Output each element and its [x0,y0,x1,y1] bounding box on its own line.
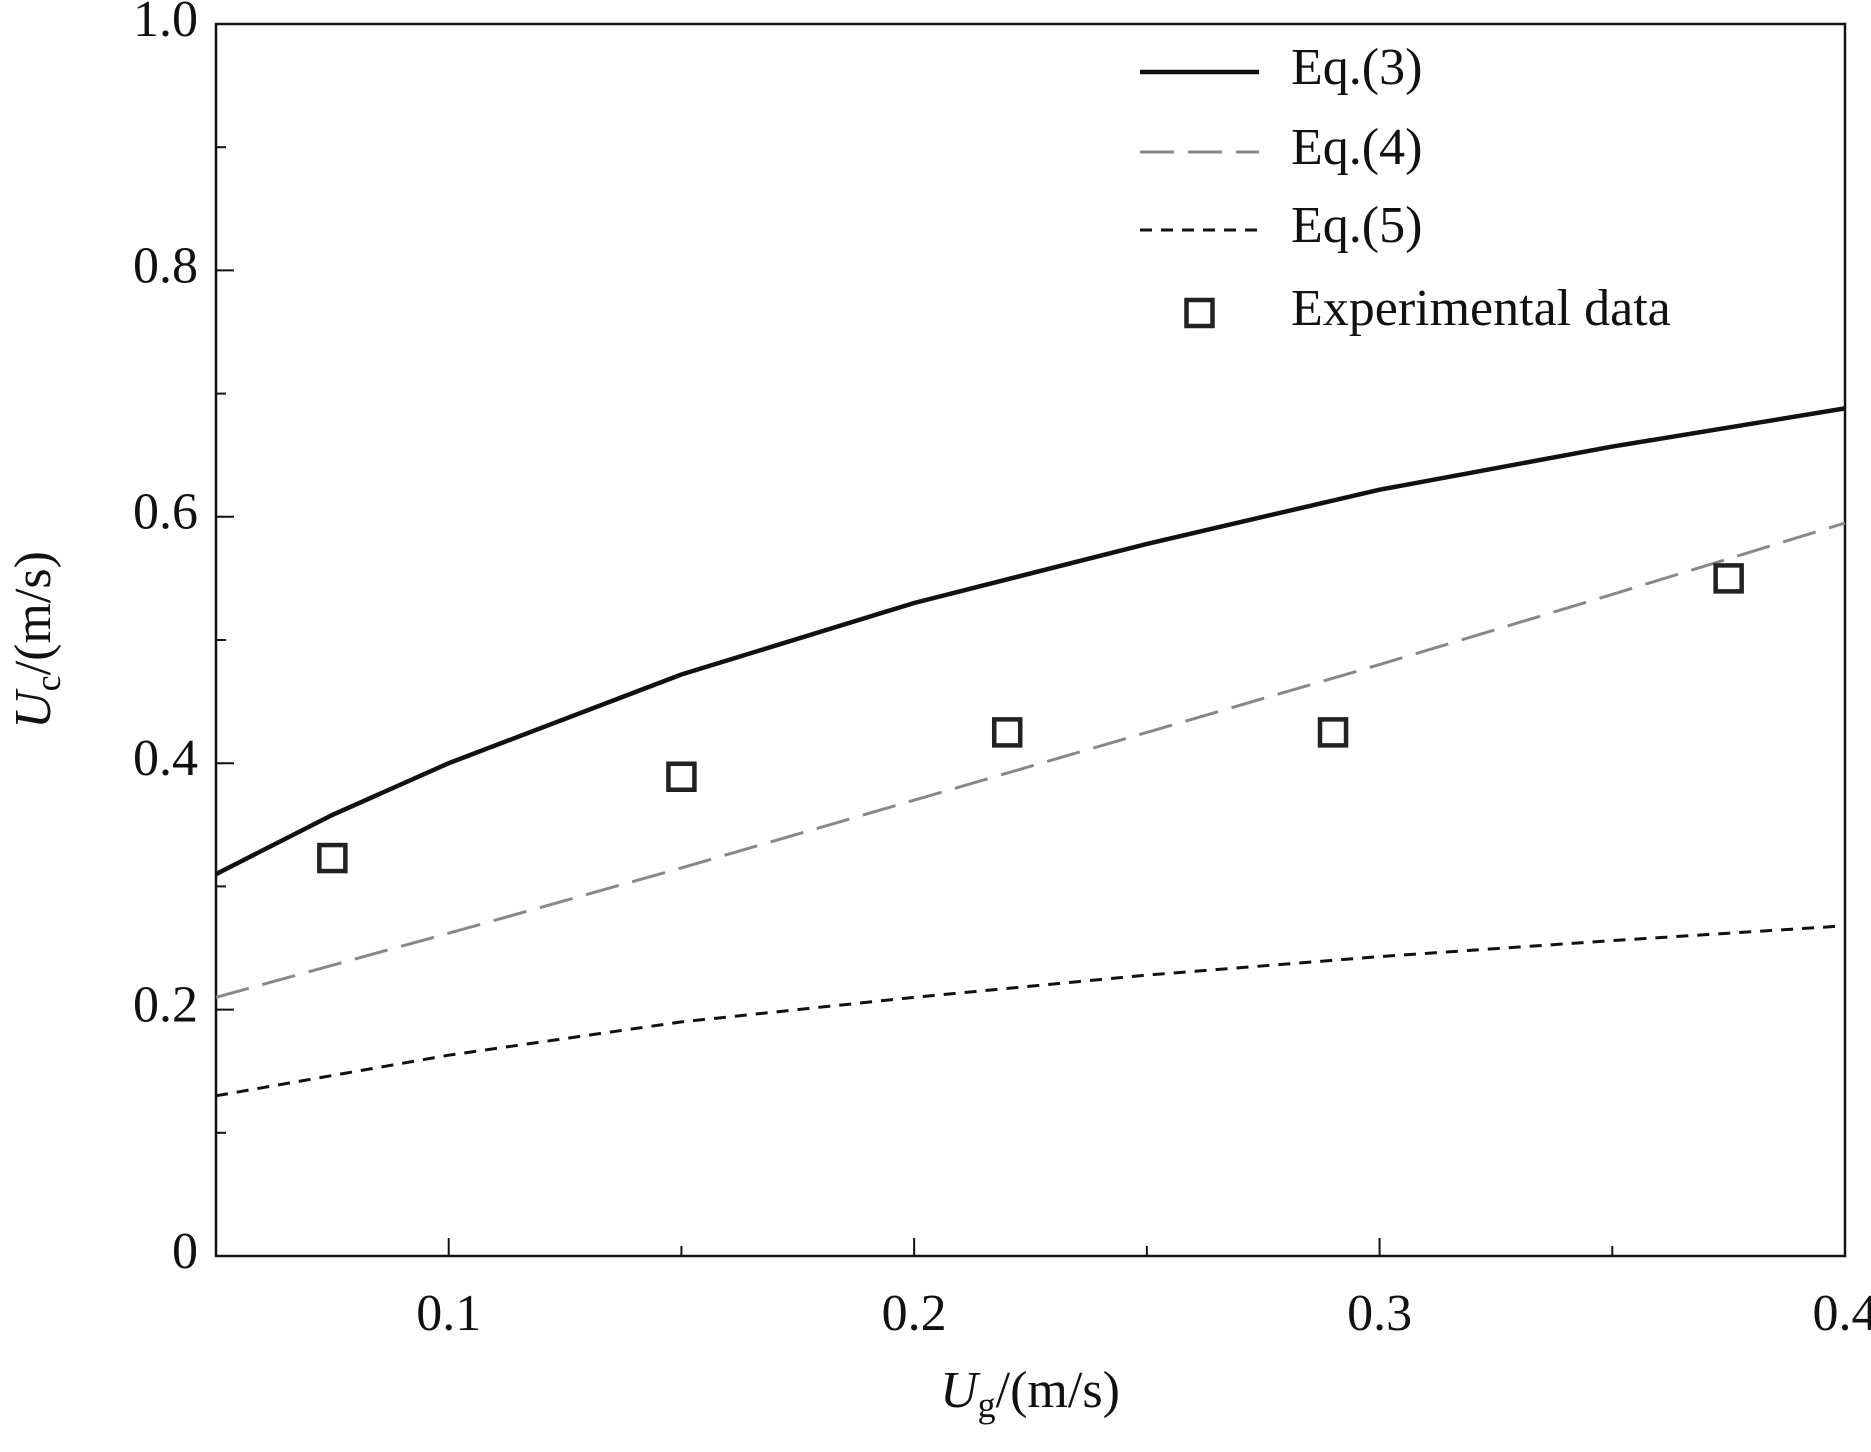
data-point [666,761,697,793]
x-tick-label: 0.3 [1347,1285,1412,1342]
x-label-unit: /(m/s) [996,1362,1120,1419]
y-label-sub: c [28,675,68,691]
x-tick-label: 0.2 [882,1285,947,1342]
x-axis-label: Ug/(m/s) [940,1362,1120,1425]
data-point [317,842,348,874]
legend-label: Eq.(4) [1291,119,1422,176]
legend-label: Eq.(3) [1291,39,1422,96]
y-tick-label: 0.8 [133,237,198,294]
y-tick-label: 0.2 [133,977,198,1034]
x-tick-label: 0.4 [1813,1285,1871,1342]
y-label-unit: /(m/s) [5,551,62,675]
y-label-main: U [5,688,62,729]
y-tick-label: 1.0 [133,0,198,48]
y-tick-label: 0.6 [133,484,198,541]
legend-label: Experimental data [1291,280,1671,337]
series-line [215,924,1846,1098]
x-tick-label: 0.1 [416,1285,481,1342]
legend-marker [1184,297,1215,329]
y-tick-label: 0.4 [133,730,198,787]
legend-label: Eq.(5) [1291,197,1422,254]
y-axis-label: Uc/(m/s) [5,551,68,729]
data-point [1713,563,1744,594]
plot-frame [214,22,1847,1258]
series-line [215,521,1846,999]
x-label-sub: g [978,1385,996,1425]
data-point [1317,717,1349,748]
data-point [991,717,1023,748]
series-line [214,406,1846,877]
x-label-main: U [940,1362,981,1419]
y-tick-label: 0 [172,1223,198,1280]
